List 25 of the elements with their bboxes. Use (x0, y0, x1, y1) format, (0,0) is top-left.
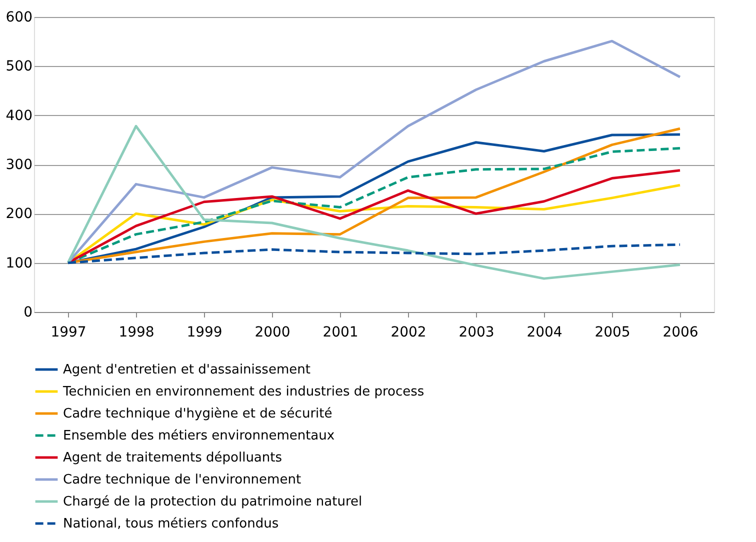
legend-label: Cadre technique de l'environnement (63, 472, 302, 488)
y-tick-label: 100 (6, 255, 32, 272)
y-tick-label: 200 (6, 206, 32, 222)
x-tick-label: 2002 (390, 324, 426, 340)
legend-label: Cadre technique d'hygiène et de sécurité (63, 406, 332, 422)
x-tick-label: 2005 (594, 324, 630, 340)
x-tick-label: 2003 (458, 324, 494, 340)
x-tick-label: 2001 (322, 324, 358, 340)
y-tick-label: 600 (6, 10, 32, 26)
y-tick-label: 500 (6, 58, 32, 75)
x-tick-label: 1999 (186, 324, 222, 340)
x-tick-label: 1997 (50, 324, 86, 340)
y-tick-label: 300 (6, 157, 32, 173)
legend-label: Technicien en environnement des industries de process (62, 384, 424, 400)
legend-label: Agent d'entretien et d'assainissement (63, 362, 310, 378)
y-tick-label: 0 (24, 304, 32, 320)
legend-label: Agent de traitements dépolluants (63, 450, 282, 466)
legend-label: Chargé de la protection du patrimoine naturel (63, 494, 362, 510)
x-tick-label: 2004 (526, 324, 562, 340)
y-tick-label: 400 (6, 108, 32, 124)
legend-label: Ensemble des métiers environnementaux (63, 428, 335, 444)
legend-label: National, tous métiers confondus (63, 516, 279, 532)
x-tick-label: 2000 (254, 324, 290, 340)
x-tick-label: 1998 (118, 324, 154, 340)
x-tick-label: 2006 (662, 324, 698, 340)
